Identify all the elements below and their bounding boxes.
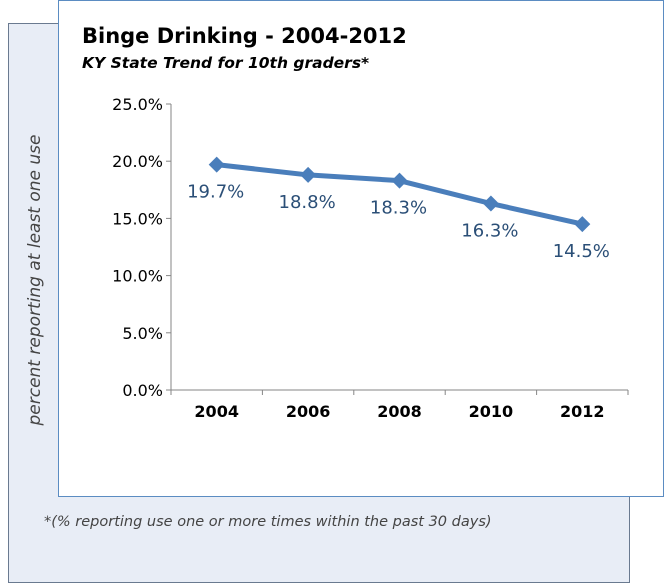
data-point-marker [300,166,317,183]
data-label: 18.8% [279,192,336,213]
data-label: 18.3% [370,198,427,219]
x-tick-label: 2008 [377,402,422,421]
y-tick-label: 15.0% [112,209,163,228]
y-tick-label: 10.0% [112,267,163,286]
y-tick-label: 5.0% [122,324,163,343]
y-tick-label: 20.0% [112,152,163,171]
data-label: 16.3% [461,221,518,242]
data-label: 14.5% [553,241,610,262]
x-tick-label: 2010 [469,402,514,421]
chart-panel [58,0,664,497]
chart-title: Binge Drinking - 2004-2012 [82,24,407,48]
data-point-marker [482,195,499,212]
x-tick-label: 2006 [286,402,331,421]
y-tick-label: 0.0% [122,381,163,400]
data-label: 19.7% [187,182,244,203]
footnote: *(% reporting use one or more times with… [44,514,492,530]
chart-subtitle: KY State Trend for 10th graders* [82,54,370,72]
data-point-marker [574,216,591,233]
x-tick-label: 2004 [194,402,239,421]
data-point-marker [391,172,408,189]
data-point-marker [208,156,225,173]
x-tick-label: 2012 [560,402,605,421]
y-tick-label: 25.0% [112,95,163,114]
